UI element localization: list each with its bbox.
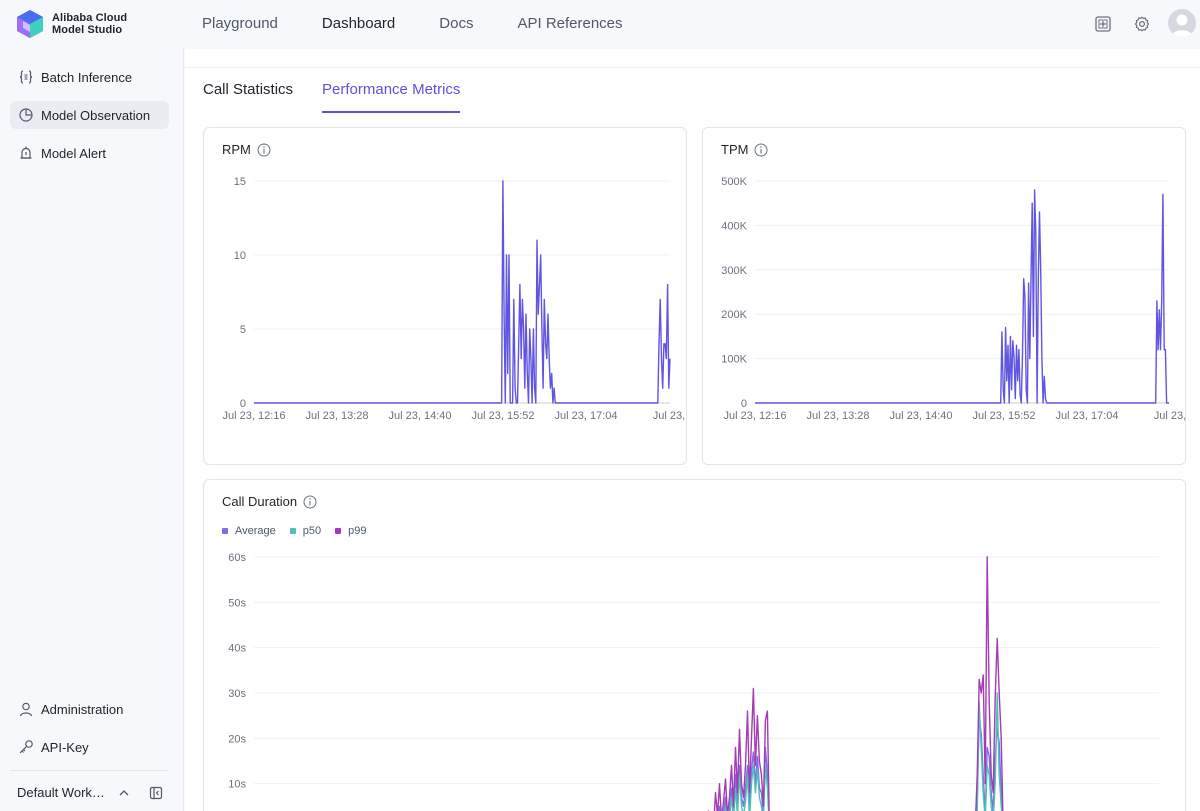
call-duration-title-row: Call Duration — [222, 494, 317, 509]
alert-icon — [20, 146, 32, 159]
rpm-y-tick-label: 5 — [240, 324, 246, 336]
duration-y-tick-label: 30s — [228, 688, 246, 700]
braces-icon — [19, 70, 33, 84]
tpm-x-tick-label: Jul 23, 13:28 — [807, 410, 870, 422]
sidebar-item-administration[interactable]: Administration — [10, 695, 169, 723]
rpm-y-tick-label: 10 — [234, 250, 246, 262]
rpm-y-tick-label: 15 — [234, 176, 246, 188]
rpm-x-tick-label: Jul 23, 12:16 — [223, 410, 286, 422]
tpm-y-tick-label: 400K — [721, 220, 747, 232]
rpm-series-line — [254, 180, 671, 404]
duration-y-tick-label: 20s — [228, 733, 246, 745]
tab-performance-metrics[interactable]: Performance Metrics — [322, 75, 461, 113]
call-duration-card: Call Duration Average p50 p99 010s20s30s… — [203, 479, 1186, 811]
tpm-title-row: TPM — [721, 142, 768, 157]
sidebar-item-api-key[interactable]: API-Key — [10, 733, 169, 761]
brand-line-1: Alibaba Cloud — [52, 12, 128, 24]
tpm-card: TPM 0 100K 200K 300K 400K 500K Jul 23, 12:16 Ju… — [702, 127, 1186, 465]
legend-swatch — [335, 528, 342, 534]
key-icon — [19, 740, 33, 754]
rpm-x-tick-label: Jul 23, — [653, 410, 685, 422]
duration-y-tick-label: 50s — [228, 597, 246, 609]
rpm-title: RPM — [222, 142, 251, 157]
tpm-series-line — [755, 189, 1169, 404]
rpm-x-tick-label: Jul 23, 13:28 — [306, 410, 369, 422]
collapse-sidebar-icon[interactable] — [149, 786, 163, 800]
tpm-y-tick-label: 100K — [721, 354, 747, 366]
duration-y-tick-label: 10s — [228, 779, 246, 791]
info-icon[interactable] — [303, 495, 317, 509]
metrics-tabs: Call Statistics Performance Metrics — [203, 75, 489, 115]
tpm-x-tick-label: Jul 23, 15:52 — [973, 410, 1036, 422]
rpm-card: RPM 0 5 10 15 Jul 23, 12:16 Jul 23, 13:28 Jul … — [203, 127, 687, 465]
chart-legend: Average p50 p99 — [222, 525, 381, 537]
workspace-selector[interactable]: Default Workspace — [17, 785, 111, 800]
sidebar: Batch Inference Model Observation Model … — [0, 48, 184, 811]
legend-p99[interactable]: p99 — [335, 525, 367, 537]
sidebar-item-label: API-Key — [41, 739, 89, 755]
brand-logo[interactable]: Alibaba Cloud Model Studio — [16, 9, 156, 39]
duration-y-tick-label: 40s — [228, 643, 246, 655]
model-studio-logo-icon — [17, 10, 43, 38]
info-icon[interactable] — [257, 143, 271, 157]
sidebar-item-label: Batch Inference — [41, 69, 133, 85]
sidebar-item-model-alert[interactable]: Model Alert — [10, 139, 169, 167]
call-duration-title: Call Duration — [222, 494, 298, 509]
rpm-chart: 0 5 10 15 Jul 23, 12:16 Jul 23, 13:28 Jul 23, … — [223, 176, 686, 422]
rpm-x-tick-label: Jul 23, 17:04 — [555, 410, 618, 422]
top-nav: Playground Dashboard Docs API References — [202, 0, 667, 48]
avatar-user-icon — [1171, 14, 1193, 37]
header-divider — [185, 67, 1200, 68]
tpm-y-tick-label: 500K — [721, 176, 747, 188]
tpm-y-tick-label: 0 — [741, 398, 747, 410]
pie-chart-icon — [19, 108, 33, 122]
main-content: Call Statistics Performance Metrics RPM … — [185, 49, 1200, 811]
nav-docs[interactable]: Docs — [439, 15, 474, 32]
sidebar-item-label: Administration — [41, 701, 124, 717]
rpm-x-tick-label: Jul 23, 15:52 — [472, 410, 535, 422]
info-icon[interactable] — [754, 143, 768, 157]
duration-series-line-p50 — [724, 692, 1003, 811]
avatar[interactable] — [1168, 9, 1196, 37]
tpm-y-tick-label: 200K — [721, 309, 747, 321]
rpm-title-row: RPM — [222, 142, 271, 157]
sidebar-item-model-observation[interactable]: Model Observation — [10, 101, 169, 129]
top-header: Alibaba Cloud Model Studio Playground Da… — [0, 0, 1200, 48]
tab-call-statistics[interactable]: Call Statistics — [203, 81, 294, 98]
layout-icon[interactable] — [1094, 15, 1112, 33]
rpm-y-tick-label: 0 — [240, 398, 246, 410]
duration-y-tick-label: 60s — [228, 552, 246, 564]
legend-label: p99 — [348, 525, 367, 537]
legend-swatch — [289, 528, 296, 534]
sidebar-divider — [10, 770, 169, 771]
brand-line-2: Model Studio — [52, 24, 123, 36]
tpm-x-tick-label: Jul 23, — [1154, 410, 1186, 422]
legend-swatch — [222, 528, 228, 534]
brand-name: Alibaba Cloud Model Studio — [52, 12, 127, 36]
sidebar-item-batch-inference[interactable]: Batch Inference — [10, 63, 169, 91]
nav-api-references[interactable]: API References — [517, 15, 623, 32]
nav-dashboard[interactable]: Dashboard — [321, 15, 396, 32]
nav-playground[interactable]: Playground — [202, 15, 278, 32]
tpm-x-tick-label: Jul 23, 12:16 — [724, 410, 787, 422]
legend-average[interactable]: Average — [222, 525, 276, 537]
sidebar-item-label: Model Observation — [41, 107, 151, 123]
tpm-x-tick-label: Jul 23, 14:40 — [890, 410, 953, 422]
rpm-x-tick-label: Jul 23, 14:40 — [389, 410, 452, 422]
user-icon — [19, 702, 33, 717]
tpm-x-tick-label: Jul 23, 17:04 — [1056, 410, 1119, 422]
chevron-up-icon[interactable] — [118, 788, 130, 798]
legend-label: p50 — [302, 525, 322, 537]
tpm-y-tick-label: 300K — [721, 265, 747, 277]
legend-label: Average — [235, 525, 276, 537]
duration-series-line-average — [718, 714, 1003, 811]
duration-series-line-p99 — [707, 556, 1004, 811]
tpm-title: TPM — [721, 142, 749, 157]
tpm-chart: 0 100K 200K 300K 400K 500K Jul 23, 12:16 Jul 23… — [721, 176, 1186, 422]
sidebar-item-label: Model Alert — [41, 145, 107, 161]
legend-p50[interactable]: p50 — [289, 525, 322, 537]
gear-icon[interactable] — [1133, 15, 1151, 33]
